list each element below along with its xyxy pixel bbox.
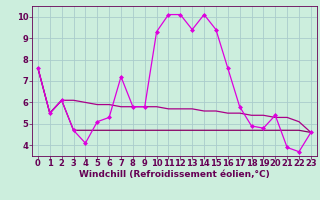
X-axis label: Windchill (Refroidissement éolien,°C): Windchill (Refroidissement éolien,°C) [79,170,270,179]
